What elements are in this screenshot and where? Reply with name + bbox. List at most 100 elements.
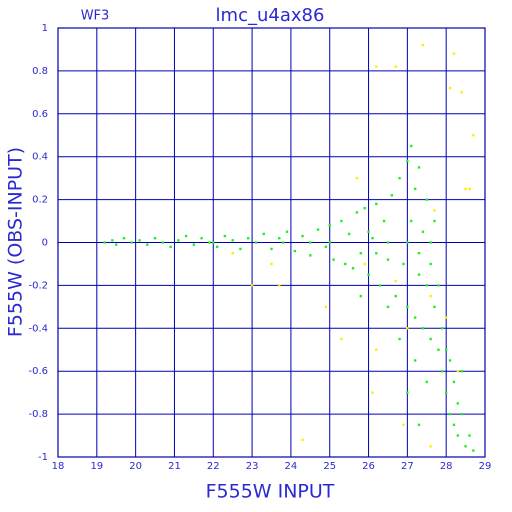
point	[468, 187, 471, 191]
point	[394, 294, 397, 298]
x-tick-label: 22	[207, 461, 220, 472]
point	[421, 230, 425, 233]
point	[293, 249, 296, 253]
x-tick-label: 25	[323, 461, 336, 472]
point	[444, 391, 448, 394]
point	[456, 370, 460, 373]
point	[309, 241, 312, 244]
point	[444, 316, 448, 319]
x-tick-label: 23	[246, 461, 259, 472]
x-tick-label: 26	[362, 461, 375, 472]
y-tick-label: -0.2	[28, 280, 48, 291]
point	[433, 219, 436, 223]
point	[355, 211, 359, 214]
point	[410, 144, 413, 148]
point	[324, 245, 328, 248]
point	[433, 209, 436, 212]
y-tick-label: 0.4	[32, 152, 48, 163]
point	[270, 262, 273, 266]
point	[301, 438, 304, 442]
point	[464, 445, 467, 448]
point	[386, 258, 390, 261]
point	[417, 252, 421, 255]
point	[417, 166, 421, 169]
point	[394, 279, 397, 283]
annotation: WF3	[81, 9, 110, 24]
point	[328, 224, 331, 227]
point	[153, 237, 157, 240]
point	[472, 134, 475, 137]
point	[340, 337, 343, 341]
point	[146, 243, 149, 246]
point	[375, 202, 378, 206]
point	[130, 241, 133, 244]
point	[340, 219, 343, 223]
point	[472, 449, 475, 452]
point	[464, 187, 467, 191]
point	[231, 252, 234, 255]
point	[223, 234, 227, 238]
point	[421, 327, 425, 330]
y-tick-label: 0.8	[32, 66, 48, 77]
point	[382, 219, 386, 223]
point	[437, 348, 440, 351]
y-tick-label: -0.6	[28, 366, 48, 377]
point	[429, 294, 432, 298]
point	[386, 305, 390, 309]
point	[413, 316, 417, 319]
point	[460, 91, 463, 94]
point	[410, 219, 413, 223]
point	[425, 284, 428, 287]
point	[122, 237, 126, 240]
point	[425, 380, 428, 384]
x-tick-label: 27	[401, 461, 414, 472]
point	[425, 198, 428, 201]
point	[347, 232, 351, 236]
x-tick-label: 20	[129, 461, 142, 472]
point	[200, 237, 203, 240]
point	[250, 284, 254, 287]
point	[278, 284, 281, 287]
point	[270, 247, 273, 251]
point	[452, 423, 456, 427]
point	[363, 262, 366, 266]
point	[417, 423, 421, 427]
point	[367, 273, 370, 276]
point	[324, 305, 328, 309]
point	[192, 243, 196, 246]
y-axis-label: F555W (OBS-INPUT)	[5, 147, 27, 337]
point	[378, 284, 382, 287]
plot-frame	[57, 27, 486, 458]
point	[468, 434, 471, 437]
point	[285, 230, 289, 233]
point	[452, 380, 456, 384]
x-tick-label: 21	[168, 461, 181, 472]
point	[309, 254, 312, 257]
point	[254, 241, 258, 244]
point	[371, 391, 374, 394]
point	[375, 252, 378, 255]
point	[328, 241, 331, 244]
point	[429, 262, 432, 266]
point	[355, 176, 359, 180]
point	[239, 247, 242, 251]
point	[247, 237, 250, 240]
point	[231, 239, 234, 242]
point	[448, 412, 452, 416]
y-tick-label: 0.2	[32, 195, 48, 206]
point	[421, 43, 425, 47]
x-tick-label: 18	[52, 461, 65, 472]
point	[351, 267, 355, 270]
point	[359, 252, 362, 255]
point	[332, 258, 335, 261]
point	[429, 241, 432, 244]
y-tick-label: 0	[42, 238, 48, 249]
point	[417, 273, 421, 276]
point	[359, 294, 362, 298]
point	[281, 241, 285, 244]
point	[344, 262, 347, 266]
point	[413, 359, 417, 362]
point	[406, 241, 409, 244]
point	[398, 176, 401, 180]
x-tick-label: 24	[285, 461, 298, 472]
